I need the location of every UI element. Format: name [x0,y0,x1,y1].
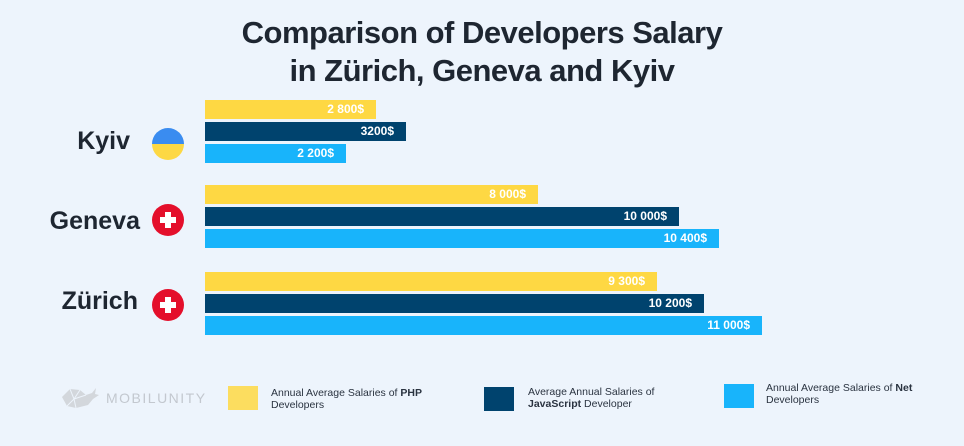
bar-zurich-javascript: 10 200$ [205,294,704,313]
legend-text-net: Annual Average Salaries of Net Developers [766,382,913,406]
bar-kyiv-net: 2 200$ [205,144,346,163]
bar-kyiv-php: 2 800$ [205,100,376,119]
legend-swatch-javascript [484,387,514,411]
data-label: 8 000$ [489,187,526,201]
title-line-2: in Zürich, Geneva and Kyiv [289,53,675,88]
logo-text: MOBILUNITY [106,390,207,406]
data-label: 3200$ [360,124,394,138]
chart-title: Comparison of Developers Salary in Züric… [0,14,964,90]
bar-kyiv-javascript: 3200$ [205,122,406,141]
legend-text-javascript: Average Annual Salaries of JavaScript Dev… [528,386,655,410]
switzerland-flag-icon [152,289,184,321]
category-label-kyiv: Kyiv [77,127,130,155]
bar-geneva-javascript: 10 000$ [205,207,679,226]
legend-swatch-php [228,386,258,410]
bar-geneva-net: 10 400$ [205,229,719,248]
category-label-geneva: Geneva [49,207,140,235]
data-label: 2 200$ [297,146,334,160]
bar-zurich-net: 11 000$ [205,316,762,335]
switzerland-flag-icon [152,204,184,236]
ukraine-flag-icon [152,128,184,160]
bar-geneva-php: 8 000$ [205,185,538,204]
category-label-zurich: Zürich [61,287,138,315]
bar-zurich-php: 9 300$ [205,272,657,291]
whale-icon [62,388,99,409]
title-line-1: Comparison of Developers Salary [241,15,723,50]
data-label: 9 300$ [608,274,645,288]
data-label: 2 800$ [327,102,364,116]
data-label: 10 200$ [648,296,692,310]
data-label: 10 400$ [663,231,707,245]
legend-text-php: Annual Average Salaries of PHP Developers [271,387,422,411]
data-label: 10 000$ [623,209,667,223]
mobilunity-logo: MOBILUNITY [60,385,207,411]
data-label: 11 000$ [707,318,750,332]
legend-swatch-net [724,384,754,408]
